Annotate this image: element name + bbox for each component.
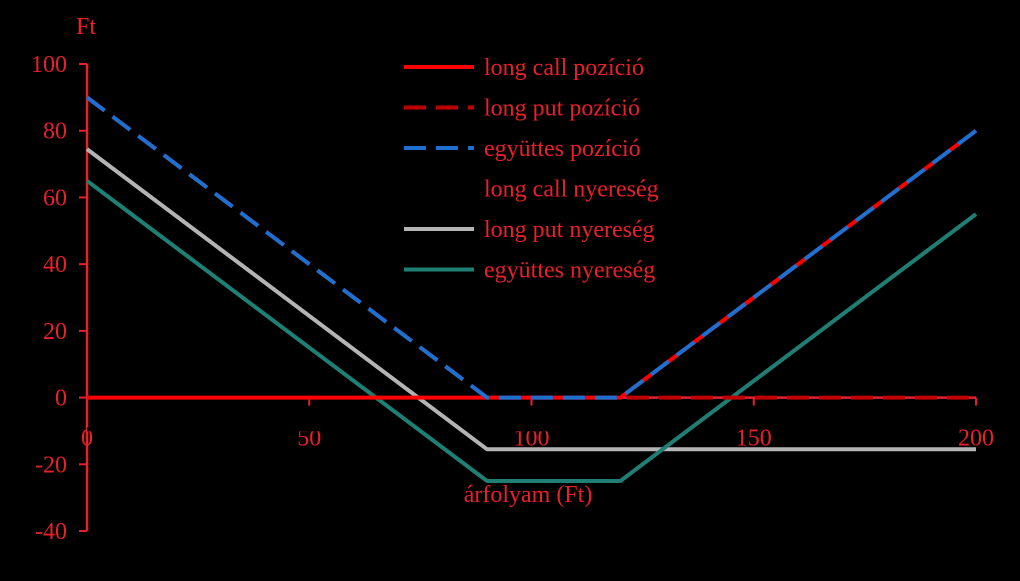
x-tick-label: 0 bbox=[81, 426, 93, 452]
y-tick-label: -40 bbox=[35, 519, 67, 545]
y-axis-title: Ft bbox=[76, 14, 96, 40]
legend-label-1: long call pozíció bbox=[484, 55, 644, 81]
series-line-4 bbox=[87, 160, 978, 432]
legend-label-4: long call nyereség bbox=[484, 177, 659, 203]
legend-label-2: long put pozíció bbox=[484, 96, 640, 122]
y-tick-label: 40 bbox=[43, 252, 67, 278]
series-line-5 bbox=[85, 147, 976, 452]
legend: long call pozíció long put pozíció együtte… bbox=[404, 55, 659, 284]
series-line-6 bbox=[85, 179, 978, 483]
y-tick-label: 0 bbox=[55, 386, 67, 412]
x-tick-label: 200 bbox=[958, 426, 994, 452]
x-axis-title: árfolyam (Ft) bbox=[464, 482, 593, 508]
y-tick-label: 80 bbox=[43, 119, 67, 145]
y-tick-label: -20 bbox=[35, 452, 67, 478]
series-layer bbox=[85, 95, 978, 483]
legend-label-3: együttes pozíció bbox=[484, 136, 641, 162]
y-tick-label: 20 bbox=[43, 319, 67, 345]
legend-label-6: együttes nyereség bbox=[484, 258, 655, 284]
y-tick-label: 60 bbox=[43, 185, 67, 211]
x-tick-label: 150 bbox=[736, 426, 772, 452]
legend-label-5: long put nyereség bbox=[484, 217, 655, 243]
y-tick-label: 100 bbox=[31, 52, 67, 78]
